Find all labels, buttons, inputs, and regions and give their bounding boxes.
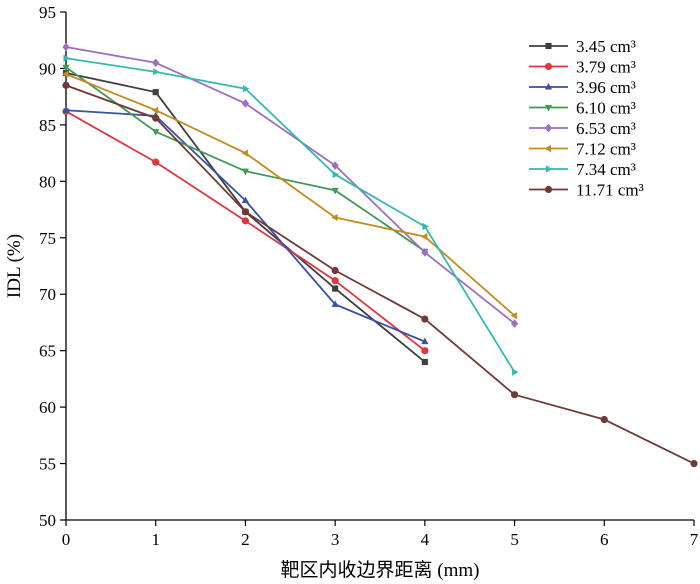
data-point (241, 208, 250, 216)
data-point (152, 158, 160, 166)
data-point (512, 368, 519, 376)
y-tick-label: 90 (39, 59, 56, 78)
x-tick-label: 3 (331, 530, 340, 549)
data-point (331, 266, 339, 275)
x-tick-label: 7 (690, 530, 699, 549)
data-point (62, 42, 70, 52)
legend-item: 3.79 cm³ (529, 58, 636, 77)
series-4 (62, 64, 429, 256)
data-point (62, 106, 70, 113)
legend-item: 7.12 cm³ (529, 140, 636, 159)
legend-label: 7.12 cm³ (576, 140, 636, 159)
series-line (65, 110, 426, 352)
data-point (545, 165, 553, 173)
data-point (241, 168, 250, 176)
legend-label: 7.34 cm³ (576, 160, 636, 179)
x-tick-label: 5 (510, 530, 519, 549)
data-point (241, 149, 248, 157)
data-point (544, 123, 553, 133)
data-point (544, 62, 553, 71)
series-line (65, 84, 695, 465)
data-point (151, 106, 159, 114)
data-point (332, 285, 339, 292)
data-point (332, 170, 340, 179)
legend-label: 11.71 cm³ (576, 181, 644, 200)
data-point (510, 319, 519, 328)
legend-item: 11.71 cm³ (529, 181, 644, 200)
data-point (241, 196, 250, 204)
y-axis-title: IDL (%) (4, 234, 25, 298)
data-point (690, 459, 698, 468)
series-layer (62, 42, 698, 468)
y-tick-label: 50 (39, 511, 56, 530)
data-point (421, 358, 428, 366)
legend-item: 3.96 cm³ (529, 78, 636, 97)
axes: 0 1 2 3 4 5 6 7 50 55 60 65 70 75 80 85 90 95 (39, 3, 699, 549)
y-tick-label: 85 (39, 116, 56, 135)
series-7 (63, 54, 519, 376)
data-point (62, 81, 70, 89)
data-point (545, 42, 552, 50)
data-point (420, 233, 428, 241)
legend-item: 6.53 cm³ (529, 119, 636, 138)
legend-item: 6.10 cm³ (529, 99, 636, 118)
data-point (600, 415, 608, 424)
data-point (152, 129, 160, 136)
data-point (544, 83, 553, 90)
data-point (331, 277, 339, 285)
data-point (510, 312, 518, 320)
y-tick-label: 70 (39, 285, 56, 304)
data-point (421, 248, 429, 257)
y-tick-label: 60 (39, 398, 56, 417)
x-tick-label: 1 (151, 530, 160, 549)
x-tick-label: 2 (241, 530, 250, 549)
data-point (152, 89, 159, 96)
series-5 (62, 42, 519, 328)
data-point (421, 337, 429, 345)
y-tick-label: 95 (39, 3, 56, 22)
series-line (65, 46, 516, 325)
x-tick-label: 4 (421, 530, 430, 549)
legend-item: 7.34 cm³ (529, 160, 636, 179)
data-point (63, 54, 70, 62)
x-tick-label: 0 (62, 530, 71, 549)
y-tick-label: 80 (39, 172, 56, 191)
data-point (421, 347, 429, 355)
legend-label: 3.45 cm³ (576, 37, 636, 56)
series-8 (62, 81, 698, 468)
data-point (152, 114, 160, 122)
data-point (331, 187, 339, 195)
data-point (241, 99, 250, 108)
x-tick-label: 6 (600, 530, 609, 549)
data-point (242, 85, 250, 93)
legend-item: 3.45 cm³ (529, 37, 636, 56)
y-tick-label: 75 (39, 229, 56, 248)
data-point (331, 300, 339, 307)
series-line (65, 57, 516, 373)
legend-label: 3.96 cm³ (576, 78, 636, 97)
series-2 (62, 107, 429, 355)
y-tick-label: 55 (39, 455, 56, 474)
x-axis-title: 靶区内收边界距离 (mm) (281, 559, 480, 581)
data-point (510, 391, 519, 399)
data-point (331, 161, 339, 170)
data-point (422, 222, 429, 231)
data-point (421, 315, 429, 323)
data-point (62, 70, 69, 78)
y-tick-label: 65 (39, 342, 56, 361)
data-point (544, 104, 553, 112)
data-point (544, 144, 552, 153)
series-6 (62, 70, 518, 320)
data-point (544, 185, 553, 194)
data-point (153, 68, 160, 76)
legend-label: 6.53 cm³ (576, 119, 636, 138)
data-point (331, 213, 338, 222)
data-point (152, 58, 160, 68)
legend-label: 6.10 cm³ (576, 99, 636, 118)
data-point (241, 217, 250, 225)
data-point (62, 64, 70, 72)
legend-label: 3.79 cm³ (576, 58, 636, 77)
